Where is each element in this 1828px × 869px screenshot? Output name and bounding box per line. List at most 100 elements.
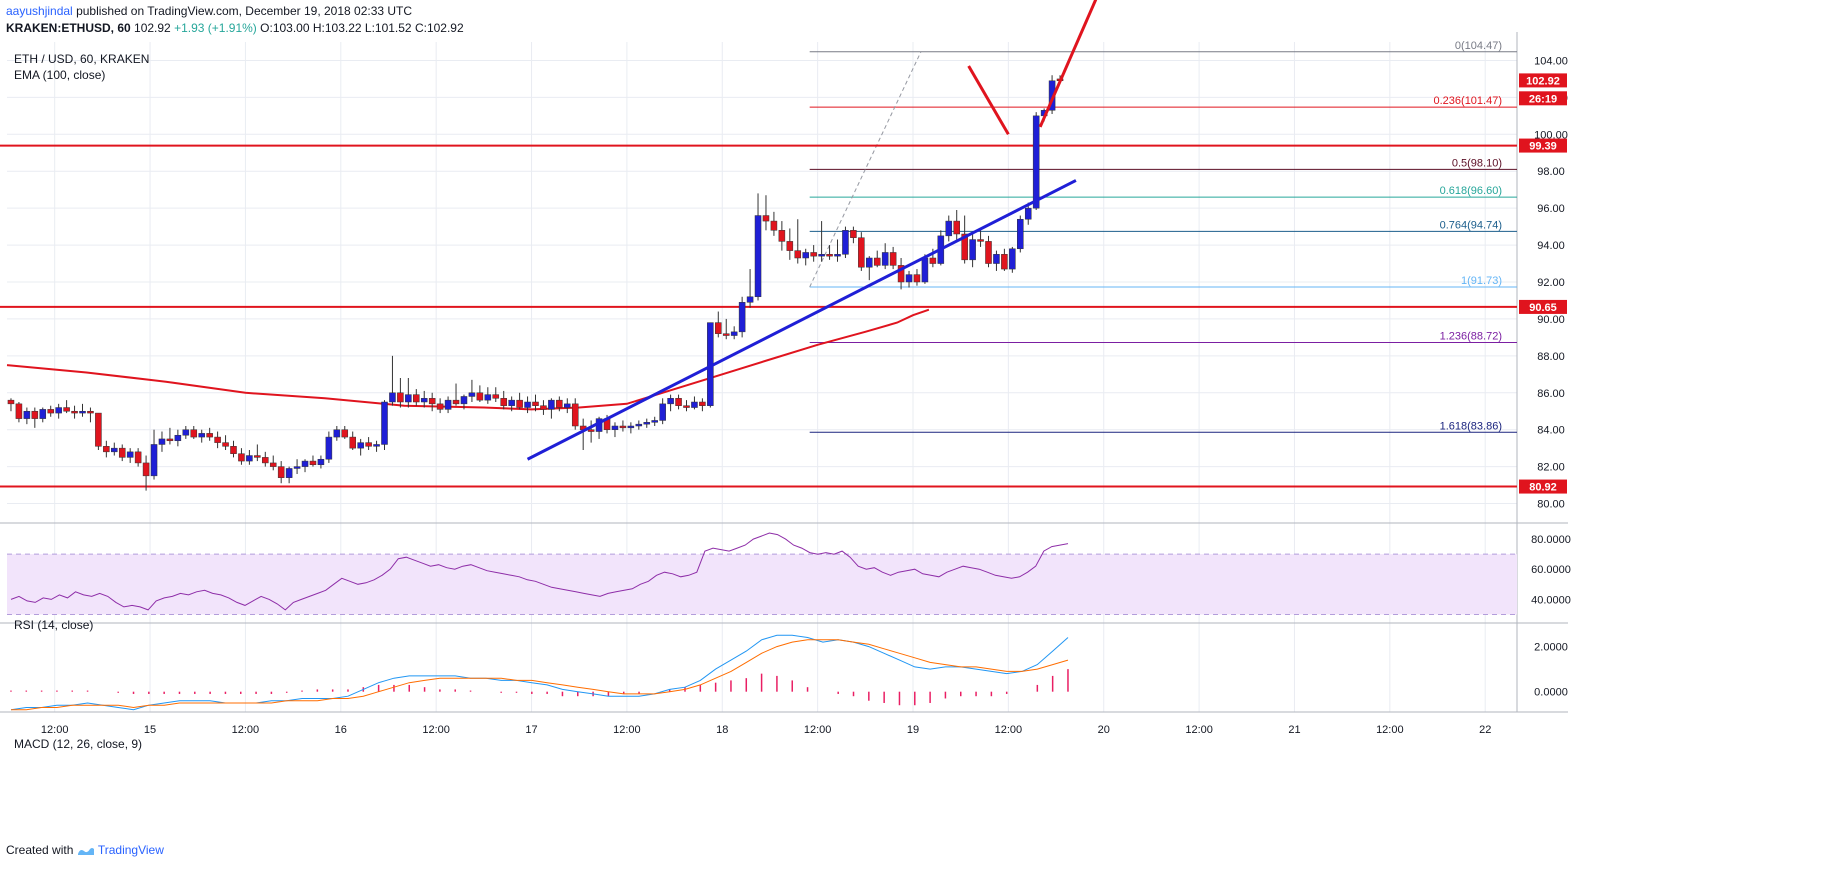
candle-bearish — [985, 241, 992, 264]
tradingview-logo-icon — [77, 847, 94, 855]
price-tick-label: 80.00 — [1537, 499, 1565, 511]
rsi-band — [7, 554, 1517, 615]
candle-bearish — [587, 429, 595, 432]
candle-bullish — [651, 420, 658, 423]
candle-bearish — [365, 442, 372, 447]
x-tick-label: 12:00 — [995, 724, 1023, 736]
rsi-legend: RSI (14, close) — [14, 618, 94, 632]
candle-bearish — [63, 407, 70, 412]
candle-bearish — [786, 241, 794, 251]
candle-bullish — [564, 403, 571, 408]
projection-line — [967, 65, 1010, 136]
candle-bullish — [508, 399, 515, 406]
candle-bullish — [524, 401, 531, 408]
bullish-trendline — [526, 179, 1077, 461]
publish-info: aayushjindal published on TradingView.co… — [6, 4, 412, 18]
main-pane-title: ETH / USD, 60, KRAKEN — [14, 52, 150, 66]
candle-bullish — [420, 398, 428, 403]
candle-bearish — [897, 265, 905, 283]
fib-level-label: 0.764(94.74) — [1440, 219, 1502, 231]
candle-bearish — [516, 399, 523, 408]
candle-bearish — [961, 233, 968, 261]
fib-level-label: 1.618(83.86) — [1440, 420, 1502, 432]
fib-level-label: 0.236(101.47) — [1434, 95, 1503, 107]
price-tick-label: 98.00 — [1537, 166, 1565, 178]
fib-level-label: 0(104.47) — [1455, 40, 1502, 52]
candle-bearish — [929, 257, 937, 264]
candle-bearish — [476, 392, 484, 401]
published-text: published on TradingView.com, December 1… — [76, 4, 413, 18]
candle-bearish — [850, 230, 857, 238]
candle-bearish — [556, 399, 563, 408]
candle-bullish — [405, 394, 412, 403]
candle-bullish — [293, 466, 301, 469]
candle-bullish — [1017, 218, 1024, 250]
candle-bearish — [206, 433, 213, 438]
price-tick-label: 104.00 — [1534, 55, 1568, 67]
candle-bearish — [349, 436, 356, 449]
x-tick-label: 12:00 — [804, 724, 832, 736]
candle-bullish — [691, 401, 698, 408]
candle-bearish — [770, 220, 778, 231]
macd-tick-label: 2.0000 — [1534, 642, 1568, 654]
candle-bearish — [222, 442, 229, 447]
price-badge — [1519, 299, 1567, 314]
candle-bearish — [826, 254, 833, 257]
symbol-line: KRAKEN:ETHUSD, 60 — [6, 21, 131, 35]
x-tick-label: 12:00 — [613, 724, 641, 736]
candle-bullish — [905, 274, 913, 283]
x-tick-label: 12:00 — [41, 724, 69, 736]
candle-bearish — [341, 429, 349, 438]
candle-bearish — [397, 392, 404, 403]
macd-line — [10, 634, 1069, 711]
x-tick-label: 15 — [144, 724, 156, 736]
x-tick-label: 12:00 — [422, 724, 450, 736]
candle-bearish — [134, 451, 142, 464]
created-with-text: Created with — [6, 843, 74, 857]
candle-bearish — [103, 446, 110, 453]
price-tick-label: 100.00 — [1534, 129, 1568, 141]
main-pane-legend: ETH / USD, 60, KRAKEN EMA (100, close) — [14, 52, 149, 82]
price-tick-label: 86.00 — [1537, 388, 1565, 400]
candle-bearish — [889, 252, 897, 266]
candle-bearish — [500, 398, 507, 406]
price-badge — [1519, 479, 1567, 494]
x-tick-label: 12:00 — [232, 724, 260, 736]
candle-bearish — [571, 403, 579, 427]
candle-bearish — [532, 401, 539, 406]
candle-bullish — [866, 257, 873, 268]
tradingview-link[interactable]: TradingView — [97, 843, 164, 857]
x-tick-label: 18 — [716, 724, 728, 736]
candle-bearish — [238, 453, 245, 462]
candle-bullish — [158, 438, 166, 445]
price-badge-label: 80.92 — [1529, 482, 1557, 494]
candle-bullish — [881, 252, 889, 266]
candle-bearish — [619, 425, 627, 429]
candle-bearish — [142, 462, 150, 477]
candle-bullish — [921, 257, 929, 283]
candle-bullish — [285, 468, 293, 478]
candle-bullish — [969, 239, 976, 261]
candle-bearish — [190, 429, 198, 438]
candle-bullish — [55, 407, 62, 414]
price-badge — [1519, 73, 1567, 88]
candle-bullish — [484, 394, 492, 401]
price-tick-label: 90.00 — [1537, 314, 1565, 326]
candle-bullish — [1024, 207, 1032, 220]
candle-bullish — [659, 403, 666, 421]
price-tick-label: 84.00 — [1537, 425, 1565, 437]
macd-legend: MACD (12, 26, close, 9) — [14, 737, 143, 751]
footer: Created with TradingView — [6, 843, 164, 857]
candle-bullish — [842, 230, 849, 255]
candle-bearish — [15, 403, 23, 419]
candle-bullish — [39, 409, 47, 419]
projection-line — [1038, 0, 1098, 128]
candle-bearish — [762, 215, 770, 222]
x-tick-label: 12:00 — [1376, 724, 1404, 736]
fib-level-label: 0.5(98.10) — [1452, 157, 1502, 169]
candle-bullish — [802, 252, 809, 259]
rsi-tick-label: 40.0000 — [1531, 594, 1571, 606]
candle-bearish — [277, 466, 285, 478]
author-link[interactable]: aayushjindal — [6, 4, 73, 18]
